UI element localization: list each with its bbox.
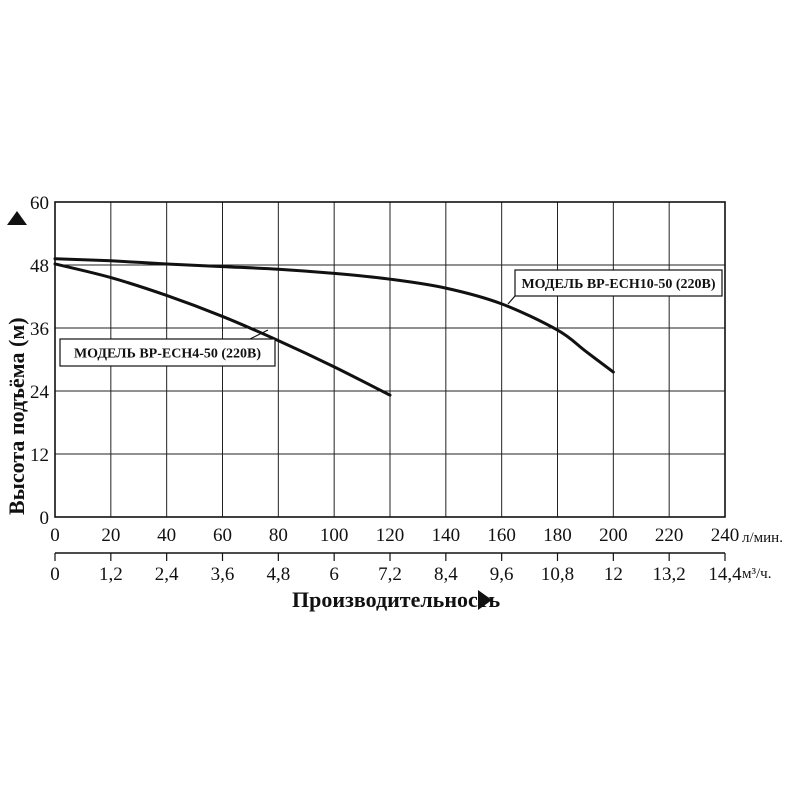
x-tick-label: 180	[543, 525, 572, 546]
x2-tick-label: 3,6	[211, 564, 235, 585]
y-axis-title: Высота подъёма (м)	[4, 317, 29, 515]
series-layer: МОДЕЛЬ BP-ECH10-50 (220B) МОДЕЛЬ BP-ECH4-…	[53, 257, 723, 397]
plot-border	[54, 201, 726, 518]
series-label-box	[514, 269, 723, 297]
x2-tick-label: 14,4	[708, 564, 742, 585]
series-label-ech10-50-group: МОДЕЛЬ BP-ECH10-50 (220B)	[507, 269, 723, 305]
x-axis-title-group: Производительность	[292, 587, 501, 612]
x-tick-label: 60	[213, 525, 232, 546]
x-tick-label: 240	[711, 525, 740, 546]
x-axis-arrow-icon	[478, 590, 492, 610]
x2-tick-label: 4,8	[266, 564, 290, 585]
x2-tick-label: 13,2	[653, 564, 686, 585]
y-axis-arrow-icon	[7, 211, 27, 225]
plot-frame	[54, 201, 726, 561]
y-tick-label: 36	[30, 319, 49, 340]
x2-tick-label: 12	[604, 564, 623, 585]
x2-tick-label: 7,2	[378, 564, 402, 585]
x-tick-label: 160	[487, 525, 516, 546]
x-tick-labels: 0 20 40 60 80 100 120 140 160 180 200 220 240	[50, 525, 739, 546]
y-tick-label: 0	[40, 508, 50, 529]
x2-tick-label: 8,4	[434, 564, 458, 585]
x2-tick-label: 10,8	[541, 564, 574, 585]
x-tick-label: 0	[50, 525, 60, 546]
y-tick-label: 48	[30, 256, 49, 277]
x-tick-label: 80	[269, 525, 288, 546]
series-label-leader	[249, 329, 269, 340]
x-tick-label: 120	[376, 525, 405, 546]
series-curve-ech4-50	[53, 262, 392, 397]
x-tick-label: 20	[101, 525, 120, 546]
y-axis-title-group: Высота подъёма (м)	[4, 211, 29, 515]
series-label-ech4-50: МОДЕЛЬ BP-ECH4-50 (220B)	[74, 347, 261, 362]
x-axis-title: Производительность	[292, 587, 501, 612]
y-tick-label: 24	[30, 382, 50, 403]
x2-unit-label: м³/ч.	[742, 566, 771, 582]
x-tick-label: 200	[599, 525, 628, 546]
y-tick-label: 12	[30, 445, 49, 466]
x-tick-label: 40	[157, 525, 176, 546]
series-label-ech4-50-group: МОДЕЛЬ BP-ECH4-50 (220B)	[59, 329, 276, 367]
x2-tick-label: 2,4	[155, 564, 179, 585]
series-label-leader	[507, 295, 516, 305]
series-label-box	[59, 338, 276, 367]
x2-tick-label: 6	[329, 564, 339, 585]
x-tick-label: 140	[432, 525, 461, 546]
x2-tick-label: 9,6	[490, 564, 514, 585]
y-tick-label: 60	[30, 193, 49, 214]
x-unit-label: л/мин.	[742, 530, 783, 546]
x-tick-label: 100	[320, 525, 349, 546]
x2-tick-label: 0	[50, 564, 60, 585]
series-curve-ech10-50	[53, 257, 615, 374]
x-tick-label: 220	[655, 525, 684, 546]
x2-tick-labels: 0 1,2 2,4 3,6 4,8 6 7,2 8,4 9,6 10,8 12 13,2 14,4	[50, 564, 742, 585]
y-tick-labels: 0 12 24 36 48 60	[30, 193, 50, 529]
series-label-ech10-50: МОДЕЛЬ BP-ECH10-50 (220B)	[521, 277, 715, 292]
x2-tick-label: 1,2	[99, 564, 123, 585]
